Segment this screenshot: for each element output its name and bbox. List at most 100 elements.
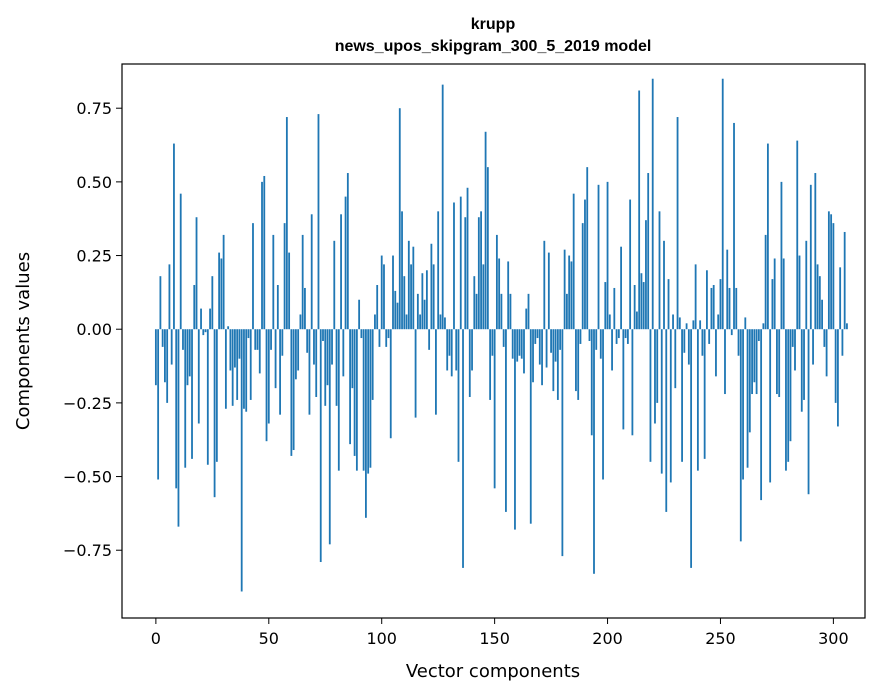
bar-29: [220, 258, 223, 330]
bar-276: [778, 329, 781, 397]
bar-166: [529, 329, 532, 524]
bar-304: [841, 329, 844, 356]
bar-231: [676, 117, 679, 330]
bar-26: [213, 329, 216, 498]
chart-title: krupp: [471, 16, 516, 33]
bar-232: [678, 317, 681, 330]
bar-240: [696, 329, 699, 471]
bar-46: [258, 329, 261, 374]
bar-56: [281, 329, 284, 356]
bar-217: [645, 220, 647, 330]
bar-129: [446, 329, 449, 371]
bar-236: [687, 329, 690, 365]
bar-146: [484, 131, 487, 330]
bar-187: [577, 329, 580, 400]
bar-33: [229, 329, 232, 371]
bar-149: [491, 329, 494, 356]
bar-42: [249, 329, 252, 400]
bar-9: [175, 329, 178, 489]
bar-85: [346, 173, 349, 330]
bar-172: [543, 240, 546, 330]
bar-235: [685, 323, 688, 330]
bar-200: [606, 181, 609, 330]
bar-132: [453, 202, 455, 330]
bar-226: [665, 329, 668, 512]
bar-176: [552, 329, 555, 392]
bar-207: [622, 329, 625, 430]
bar-185: [572, 193, 575, 330]
plot-area-frame: [121, 63, 866, 619]
bar-177: [554, 329, 557, 362]
bar-243: [703, 329, 706, 459]
bar-283: [794, 329, 796, 371]
bar-251: [721, 78, 724, 330]
bar-288: [805, 240, 808, 330]
bar-228: [669, 329, 672, 483]
bar-263: [748, 329, 751, 433]
bar-113: [410, 264, 412, 330]
bar-175: [550, 329, 552, 353]
bar-222: [656, 329, 659, 403]
bar-303: [839, 267, 842, 330]
bar-173: [545, 329, 548, 368]
bar-155: [505, 329, 507, 512]
bar-170: [538, 329, 541, 365]
bar-121: [428, 329, 431, 350]
x-tick-label-150: 150: [479, 629, 510, 648]
x-axis-label: Vector components: [406, 661, 580, 682]
bar-152: [498, 258, 501, 330]
bar-30: [222, 234, 225, 330]
bar-74: [322, 329, 324, 341]
bar-78: [331, 329, 333, 365]
bar-105: [392, 255, 394, 330]
bar-102: [385, 329, 388, 347]
bar-220: [651, 78, 654, 330]
bar-264: [751, 329, 753, 395]
bar-18: [195, 217, 198, 330]
bar-275: [776, 329, 778, 395]
bar-180: [561, 329, 564, 557]
bar-84: [344, 196, 347, 330]
bar-212: [633, 285, 636, 330]
bar-241: [699, 320, 702, 330]
bar-225: [663, 240, 665, 330]
bar-75: [324, 329, 327, 406]
bar-182: [565, 293, 568, 330]
bar-147: [486, 167, 489, 330]
bar-287: [803, 329, 805, 400]
bar-37: [238, 329, 241, 359]
bar-116: [416, 293, 419, 330]
bar-126: [439, 314, 442, 330]
bar-242: [701, 329, 704, 356]
bar-145: [482, 264, 485, 330]
bar-184: [570, 261, 573, 330]
bar-65: [301, 234, 304, 330]
bar-117: [419, 314, 422, 330]
bar-260: [742, 329, 744, 480]
bar-237: [690, 329, 693, 568]
bar-148: [489, 329, 492, 400]
bar-76: [326, 329, 329, 386]
bar-21: [202, 329, 205, 336]
bar-15: [188, 329, 191, 377]
x-tick-label-0: 0: [151, 629, 161, 648]
bar-143: [477, 217, 480, 330]
y-tick-label-2: −0.25: [63, 394, 112, 413]
bar-38: [240, 329, 243, 592]
bar-218: [647, 173, 650, 330]
bar-191: [586, 167, 589, 330]
bar-265: [753, 329, 756, 383]
x-tick-label-50: 50: [259, 629, 279, 648]
bar-219: [649, 329, 652, 462]
x-tick-label-100: 100: [366, 629, 397, 648]
bar-211: [631, 329, 634, 436]
bar-34: [231, 329, 234, 406]
bar-124: [435, 329, 437, 415]
bar-192: [588, 329, 591, 341]
bar-274: [773, 258, 776, 330]
bar-110: [403, 276, 406, 330]
bar-28: [218, 252, 221, 330]
y-tick-label-4: 0.25: [76, 247, 112, 266]
bar-6: [168, 264, 171, 330]
